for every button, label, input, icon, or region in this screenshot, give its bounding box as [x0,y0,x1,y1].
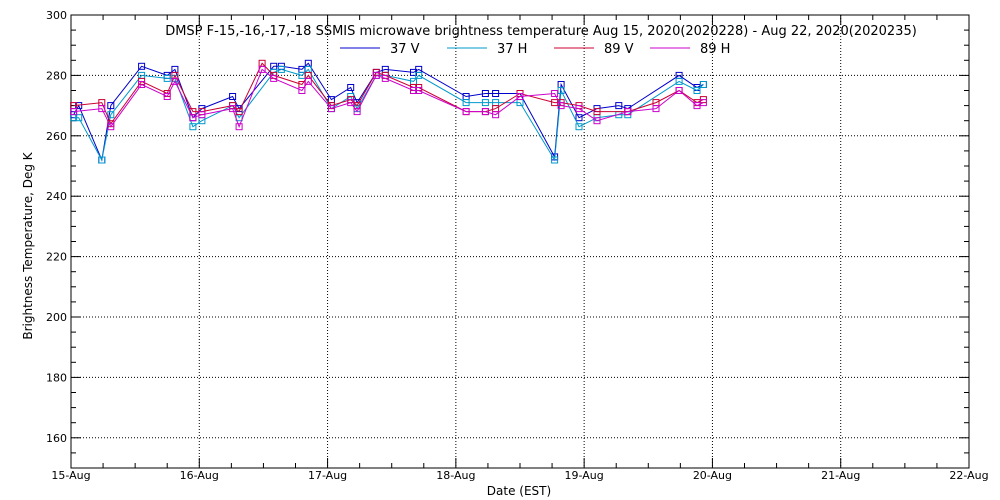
data-point-89-h [462,108,470,116]
data-point-37-h [277,65,285,73]
data-point-37-h [163,74,171,82]
data-point-89-h [163,93,171,100]
chart-title: DMSP F-15,-16,-17,-18 SSMIS microwave br… [165,24,917,39]
y-tick-label: 180 [46,371,67,384]
data-point-89-h [516,93,524,100]
data-point-89-h [624,108,632,116]
y-tick-label: 220 [46,251,67,264]
x-axis-title: Date (EST) [487,484,551,498]
series-line-89-h [73,68,704,129]
x-tick-label: 18-Aug [436,469,475,482]
data-point-37-v [481,90,489,97]
data-point-89-h [138,81,146,88]
x-tick-label: 16-Aug [180,469,219,482]
data-point-37-h [98,156,106,164]
x-tick-labels: 15-Aug 16-Aug 17-Aug 18-Aug 19-Aug 20-Aug 21-A… [51,469,988,482]
data-point-89-h [593,117,601,125]
x-tick-label: 15-Aug [51,469,90,482]
legend: 37 V 37 H 89 V 89 H [340,42,730,57]
data-point-89-h [699,99,707,107]
data-point-89-h [258,65,266,73]
data-point-89-h [270,74,278,82]
x-tick-label: 21-Aug [821,469,860,482]
data-point-37-v [615,102,623,110]
data-point-89-h [229,105,237,113]
data-point-89-h [171,77,179,85]
y-tick-label: 200 [46,311,67,324]
data-point-89-h [107,123,115,131]
data-point-89-h [189,114,197,122]
data-point-89-h [98,105,106,113]
data-point-89-h [381,74,389,82]
data-point-37-v [347,84,355,91]
data-point-89-h [372,71,380,79]
legend-label-37-v: 37 V [390,42,420,57]
data-point-89-h [327,105,335,113]
data-point-89-h [70,108,78,116]
data-point-37-h [675,77,683,85]
data-point-37-h [107,111,115,119]
data-point-89-h [557,102,565,110]
data-point-89-h [347,99,355,107]
y-tick-label: 240 [46,190,67,203]
data-point-37-h [693,87,701,94]
data-point-37-v [229,93,237,100]
y-tick-label: 160 [46,432,67,445]
plot-frame [70,14,970,469]
data-point-89-h [551,90,559,97]
data-point-37-h [481,99,489,107]
data-point-37-v [575,114,583,122]
x-tick-label: 20-Aug [693,469,732,482]
series-89-h [70,65,707,131]
data-point-37-v [138,62,146,70]
y-tick-label: 280 [46,69,67,82]
data-point-37-h [575,123,583,131]
data-point-37-h [699,81,707,88]
data-point-89-h [675,87,683,94]
data-point-89-h [415,87,423,94]
y-tick-label: 300 [46,9,67,22]
y-axis-title: Brightness Temperature, Deg K [21,151,35,339]
data-point-89-v [593,108,601,116]
data-point-37-h [75,114,83,122]
legend-label-89-h: 89 H [700,42,730,57]
series-line-89-v [73,62,704,125]
data-point-37-h [415,71,423,79]
data-point-37-h [551,156,559,164]
legend-label-37-h: 37 H [497,42,527,57]
data-point-89-h [410,87,417,94]
x-tick-label: 19-Aug [565,469,604,482]
data-point-89-h [492,111,500,119]
data-point-89-h [652,105,660,113]
data-point-37-v [107,102,115,110]
data-point-89-h [304,77,312,85]
data-point-89-h [481,108,489,116]
x-tick-label: 22-Aug [949,469,988,482]
data-series [70,59,707,164]
data-point-89-h [235,123,243,131]
x-tick-label: 17-Aug [308,469,347,482]
data-point-89-h [575,105,583,113]
data-point-37-v [492,90,500,97]
data-point-89-h [298,87,306,94]
data-point-89-h [353,108,361,116]
data-point-89-h [198,111,206,119]
y-tick-label: 260 [46,130,67,143]
y-tick-labels: 160 180 200 220 240 260 280 300 [46,9,67,445]
data-point-37-h [189,123,197,131]
data-point-37-h [462,99,470,107]
legend-label-89-v: 89 V [604,42,634,57]
